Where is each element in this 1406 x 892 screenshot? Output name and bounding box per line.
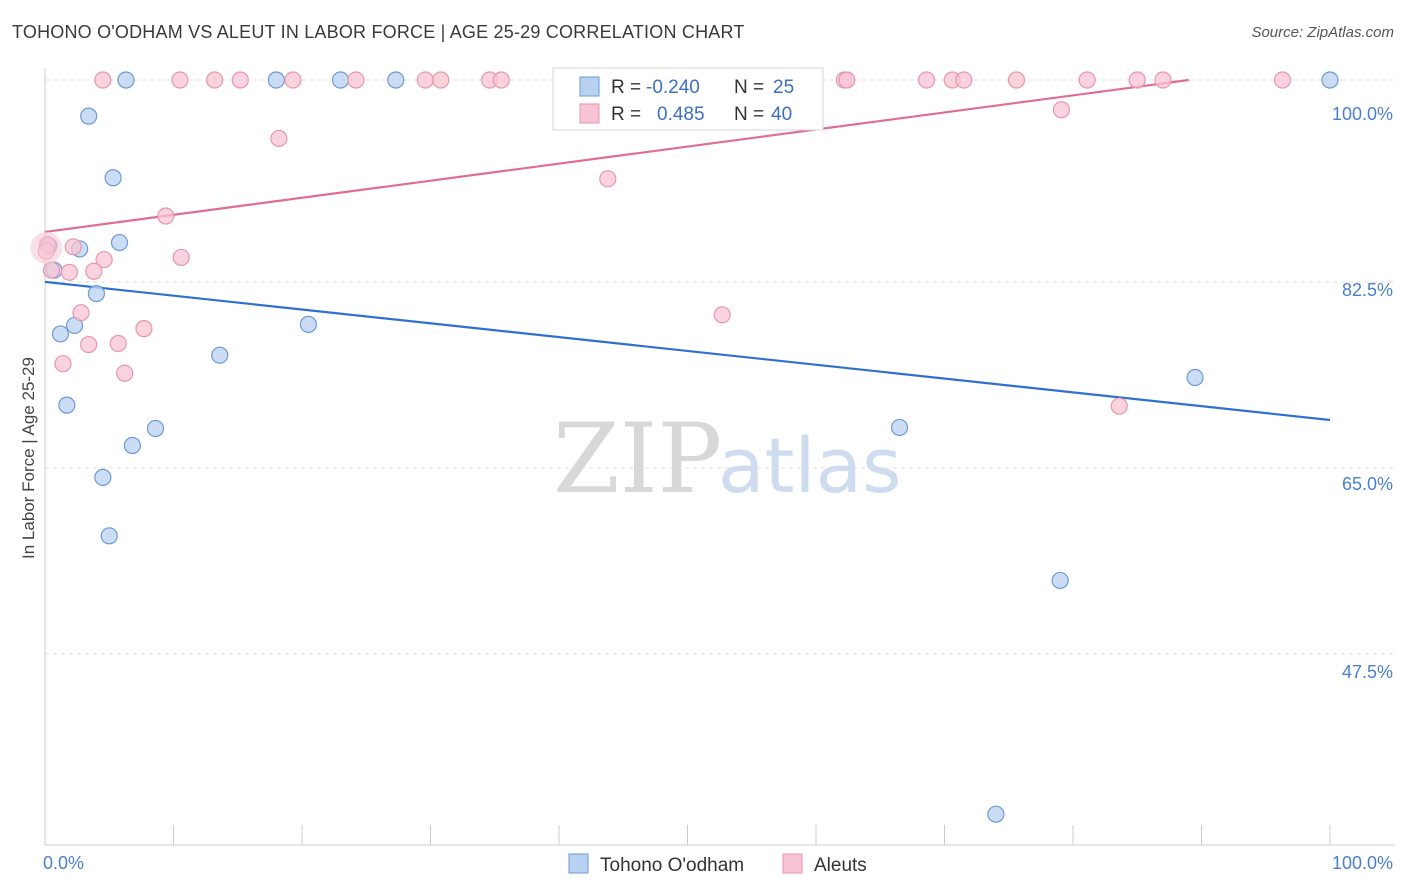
pink-point-7 bbox=[432, 71, 450, 89]
blue-point-0 bbox=[117, 71, 135, 89]
y-tick-labels: 100.0% 82.5% 65.0% 47.5% bbox=[1332, 104, 1393, 682]
pink-point-12 bbox=[917, 71, 936, 89]
blue-point-5 bbox=[80, 107, 98, 125]
legend-n-value-1: 25 bbox=[773, 77, 794, 98]
pink-point-27 bbox=[85, 262, 103, 280]
pink-point-18 bbox=[1154, 71, 1172, 89]
bottom-legend-label-2: Aleuts bbox=[814, 855, 867, 876]
blue-point-3 bbox=[387, 71, 405, 89]
watermark-zip: ZIP bbox=[553, 403, 722, 515]
pink-point-32 bbox=[109, 334, 127, 353]
series-blue bbox=[40, 71, 1339, 823]
blue-point-19 bbox=[1186, 368, 1204, 387]
blue-point-2 bbox=[331, 71, 350, 89]
trend-lines bbox=[44, 78, 1331, 422]
axes bbox=[44, 68, 1395, 846]
blue-point-22 bbox=[1051, 571, 1069, 590]
stats-legend: R = -0.240 N = 25 R = 0.485 N = 40 bbox=[552, 67, 824, 131]
blue-point-16 bbox=[146, 419, 165, 438]
x-tick-label-1: 100.0% bbox=[1332, 853, 1393, 873]
watermark: ZIP atlas bbox=[553, 403, 902, 515]
blue-point-18 bbox=[890, 418, 909, 437]
blue-point-17 bbox=[123, 436, 141, 455]
blue-trend-line bbox=[44, 280, 1331, 422]
gridlines bbox=[45, 79, 1395, 655]
pink-point-0 bbox=[94, 71, 112, 89]
pink-point-15 bbox=[1007, 71, 1026, 89]
source-credit: Source: ZipAtlas.com bbox=[1251, 24, 1394, 41]
pink-trend-line bbox=[44, 78, 1189, 234]
y-tick-label-2: 65.0% bbox=[1342, 474, 1393, 494]
pink-point-16 bbox=[1078, 71, 1096, 89]
pink-point-26 bbox=[64, 238, 82, 256]
pink-point-1 bbox=[171, 71, 189, 89]
pink-point-22 bbox=[599, 170, 617, 188]
legend-n-value-2: 40 bbox=[771, 104, 792, 125]
blue-point-11 bbox=[51, 325, 70, 343]
series-pink bbox=[37, 71, 1292, 415]
blue-point-13 bbox=[299, 315, 318, 333]
blue-point-6 bbox=[104, 169, 122, 187]
pink-point-35 bbox=[116, 364, 134, 382]
legend-r-label-2: R = bbox=[611, 104, 641, 125]
pink-point-9 bbox=[492, 71, 510, 89]
legend-swatch-blue bbox=[579, 76, 600, 97]
pink-point-14 bbox=[955, 71, 973, 89]
blue-point-4 bbox=[1321, 71, 1339, 89]
blue-point-23 bbox=[987, 805, 1005, 823]
pink-point-2 bbox=[206, 71, 224, 89]
data-points bbox=[30, 71, 1339, 823]
legend-n-label-1: N = bbox=[734, 77, 764, 98]
y-axis-label: In Labor Force | Age 25-29 bbox=[19, 357, 38, 559]
legend-swatch-pink bbox=[579, 103, 600, 124]
series-legend: Tohono O'odham Aleuts bbox=[568, 853, 867, 876]
pink-point-17 bbox=[1128, 71, 1146, 89]
legend-r-value-2: 0.485 bbox=[657, 104, 705, 125]
y-tick-label-1: 82.5% bbox=[1342, 280, 1393, 300]
blue-point-14 bbox=[211, 346, 229, 364]
bottom-legend-label-1: Tohono O'odham bbox=[600, 855, 744, 876]
blue-point-7 bbox=[110, 233, 129, 252]
pink-point-11 bbox=[838, 71, 856, 89]
pink-point-36 bbox=[713, 306, 731, 324]
pink-point-23 bbox=[157, 207, 175, 225]
pink-point-34 bbox=[54, 355, 72, 373]
legend-r-label-1: R = bbox=[611, 77, 641, 98]
pink-point-6 bbox=[416, 71, 434, 89]
x-tick-labels: 0.0% 100.0% bbox=[43, 853, 1393, 873]
bottom-legend-swatch-blue bbox=[568, 853, 589, 874]
pink-point-28 bbox=[60, 263, 79, 281]
pink-point-31 bbox=[135, 320, 153, 338]
y-tick-label-3: 47.5% bbox=[1342, 662, 1393, 682]
pink-point-24 bbox=[172, 248, 190, 267]
pink-point-30 bbox=[72, 304, 90, 322]
bottom-legend-swatch-pink bbox=[782, 853, 803, 874]
pink-point-33 bbox=[80, 335, 98, 354]
pink-point-37 bbox=[1110, 397, 1128, 415]
pink-point-29 bbox=[42, 261, 61, 279]
legend-n-label-2: N = bbox=[734, 104, 764, 125]
chart-title: TOHONO O'ODHAM VS ALEUT IN LABOR FORCE |… bbox=[12, 22, 745, 42]
blue-point-10 bbox=[87, 284, 106, 303]
pink-point-19 bbox=[1273, 71, 1292, 89]
cluster-marker bbox=[30, 231, 63, 264]
blue-point-20 bbox=[94, 468, 112, 486]
pink-point-4 bbox=[284, 71, 302, 89]
blue-point-15 bbox=[58, 396, 76, 414]
pink-point-20 bbox=[270, 129, 288, 148]
pink-point-21 bbox=[1052, 101, 1071, 119]
watermark-atlas: atlas bbox=[718, 421, 902, 510]
pink-point-5 bbox=[347, 71, 365, 89]
blue-point-21 bbox=[100, 527, 118, 545]
pink-point-25 bbox=[95, 250, 113, 269]
y-tick-label-0: 100.0% bbox=[1332, 104, 1393, 124]
x-tick-label-0: 0.0% bbox=[43, 853, 84, 873]
legend-r-value-1: -0.240 bbox=[646, 77, 700, 98]
pink-point-3 bbox=[231, 71, 249, 89]
blue-point-1 bbox=[267, 71, 285, 89]
